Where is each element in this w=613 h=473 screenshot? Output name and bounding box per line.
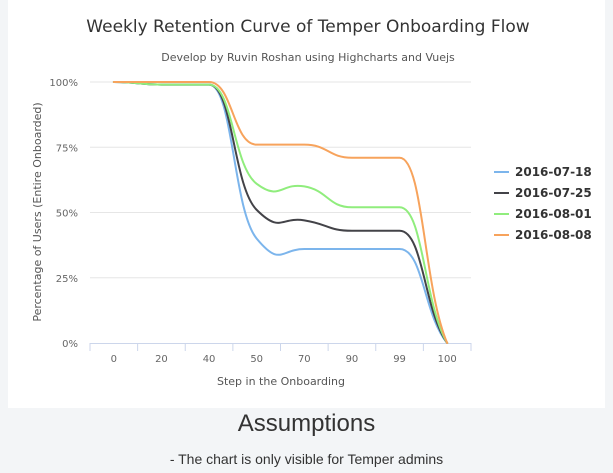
legend-label: 2016-08-08 <box>515 228 592 242</box>
y-tick-label: 25% <box>56 274 78 285</box>
retention-chart: Weekly Retention Curve of Temper Onboard… <box>8 0 605 408</box>
legend-item[interactable]: 2016-08-01 <box>494 207 592 221</box>
x-tick-label: 99 <box>393 354 406 365</box>
y-tick-label: 50% <box>56 209 78 220</box>
y-tick-label: 75% <box>56 143 78 154</box>
series-line-2016-08-01 <box>112 81 449 344</box>
legend-label: 2016-08-01 <box>515 207 592 221</box>
legend-label: 2016-07-25 <box>515 186 592 200</box>
x-axis-title: Step in the Onboarding <box>217 375 345 388</box>
x-tick-label: 40 <box>203 354 216 365</box>
x-tick-label: 100 <box>438 354 457 365</box>
chart-canvas: Weekly Retention Curve of Temper Onboard… <box>31 17 592 388</box>
assumptions-heading: Assumptions <box>237 410 376 437</box>
legend-label: 2016-07-18 <box>515 165 592 179</box>
assumption-item: - The chart is only visible for Temper a… <box>169 451 444 467</box>
x-tick-label: 90 <box>346 354 359 365</box>
x-tick-label: 20 <box>155 354 168 365</box>
y-tick-label: 0% <box>62 339 78 350</box>
x-axis <box>89 343 472 351</box>
chart-legend: 2016-07-18 2016-07-25 2016-08-01 2016-08-08 <box>494 165 592 242</box>
legend-item[interactable]: 2016-08-08 <box>494 228 592 242</box>
y-tick-label: 100% <box>49 78 78 89</box>
chart-subtitle: Develop by Ruvin Roshan using Highcharts… <box>161 51 455 64</box>
y-axis-ticks: 0% 25% 50% 75% 100% <box>49 78 78 350</box>
legend-item[interactable]: 2016-07-25 <box>494 186 592 200</box>
series-line-2016-08-08 <box>112 81 449 344</box>
x-tick-label: 70 <box>298 354 311 365</box>
x-axis-ticks: 0 20 40 50 70 90 99 100 <box>111 354 457 365</box>
chart-title: Weekly Retention Curve of Temper Onboard… <box>86 17 529 37</box>
legend-item[interactable]: 2016-07-18 <box>494 165 592 179</box>
y-axis-title: Percentage of Users (Entire Onboarded) <box>31 102 44 321</box>
x-tick-label: 50 <box>250 354 263 365</box>
series-lines <box>112 81 449 344</box>
x-tick-label: 0 <box>111 354 117 365</box>
